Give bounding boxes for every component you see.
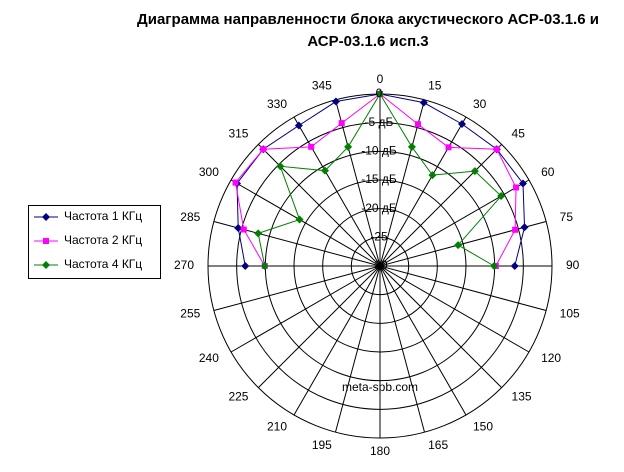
spoke: [379, 265, 425, 433]
marker: [497, 192, 506, 201]
spoke: [379, 144, 502, 267]
angle-label: 330: [267, 97, 287, 111]
angle-label: 0: [377, 72, 384, 86]
annotation: meta-spb.com: [342, 380, 418, 394]
spoke: [379, 221, 547, 267]
marker: [331, 97, 340, 106]
legend-label: Частота 2 КГц: [64, 233, 142, 247]
marker: [234, 224, 243, 233]
angle-label: 60: [541, 165, 555, 179]
marker: [419, 98, 428, 107]
marker: [294, 121, 303, 130]
spoke: [230, 265, 381, 353]
marker: [510, 262, 519, 270]
marker: [232, 179, 239, 186]
legend-marker: [42, 213, 50, 221]
angle-label: 210: [267, 419, 287, 433]
marker: [428, 171, 437, 180]
r-tick-label: -30: [370, 258, 388, 272]
marker: [457, 119, 466, 128]
spoke: [293, 116, 381, 267]
spoke: [379, 99, 425, 267]
angle-label: 225: [228, 390, 248, 404]
marker: [338, 120, 345, 127]
angle-label: 90: [566, 258, 580, 272]
marker: [376, 90, 384, 98]
r-tick-label: -10 дБ: [361, 144, 397, 158]
marker: [254, 229, 263, 238]
legend-box: [28, 205, 161, 279]
spoke: [379, 179, 530, 267]
angle-label: 150: [473, 419, 493, 433]
marker: [295, 215, 304, 224]
marker: [240, 226, 247, 233]
angle-label: 30: [473, 97, 487, 111]
legend-marker: [43, 238, 49, 244]
spoke: [335, 265, 381, 433]
angle-label: 345: [312, 79, 332, 93]
marker: [454, 241, 463, 250]
spoke: [258, 265, 381, 388]
angle-label: 120: [541, 351, 561, 365]
legend-marker: [42, 261, 50, 269]
angle-label: 45: [512, 127, 526, 141]
marker: [518, 179, 527, 188]
marker: [344, 142, 353, 151]
marker: [320, 166, 329, 175]
angle-label: 180: [370, 444, 390, 458]
marker: [445, 144, 452, 151]
angle-label: 75: [560, 210, 574, 224]
marker: [260, 262, 269, 270]
legend-label: Частота 1 КГц: [64, 209, 142, 223]
marker: [276, 162, 285, 171]
r-tick-label: 0: [376, 86, 383, 100]
spoke: [379, 116, 467, 267]
marker: [520, 223, 529, 232]
angle-label: 285: [180, 210, 200, 224]
r-tick-label: -25: [370, 230, 388, 244]
marker: [308, 143, 315, 150]
spoke: [379, 265, 502, 388]
angle-label: 135: [512, 390, 532, 404]
marker: [490, 262, 499, 270]
spoke: [379, 265, 547, 311]
marker: [241, 262, 250, 270]
spoke: [293, 265, 381, 416]
r-tick-label: -5 дБ: [365, 115, 394, 129]
angle-label: 270: [174, 258, 194, 272]
angle-label: 105: [560, 306, 580, 320]
spoke: [379, 265, 530, 353]
legend-label: Частота 4 КГц: [64, 257, 142, 271]
angle-label: 15: [428, 79, 442, 93]
angle-label: 165: [428, 438, 448, 452]
angle-label: 240: [199, 351, 219, 365]
marker: [260, 146, 267, 153]
marker: [407, 142, 416, 151]
marker: [493, 146, 500, 153]
spoke: [230, 179, 381, 267]
chart-title: Диаграмма направленности блока акустичес…: [137, 11, 599, 50]
marker: [512, 226, 519, 233]
spoke: [379, 265, 467, 416]
spoke: [213, 265, 381, 311]
r-tick-label: -20 дБ: [361, 201, 397, 215]
angle-label: 315: [228, 127, 248, 141]
r-tick-label: -15 дБ: [361, 172, 397, 186]
marker: [513, 184, 520, 191]
angle-label: 195: [312, 438, 332, 452]
marker: [470, 167, 479, 176]
angle-label: 300: [199, 165, 219, 179]
marker: [414, 121, 421, 128]
angle-label: 255: [180, 306, 200, 320]
spoke: [335, 99, 381, 267]
